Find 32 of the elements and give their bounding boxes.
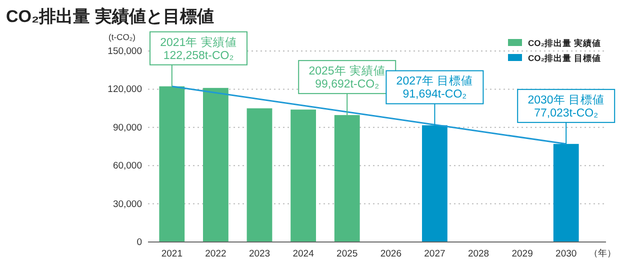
x-tick-label: 2030 [556,248,577,260]
y-axis-title: (t-CO₂) [108,32,136,42]
y-tick-label: 0 [136,237,142,248]
bar [553,144,579,242]
y-tick-label: 60,000 [112,160,142,172]
x-tick-label: 2029 [512,248,533,260]
x-axis-title: （年） [589,248,616,258]
legend-label: CO₂排出量 実績値 [528,38,601,48]
x-tick-label: 2024 [292,248,314,260]
x-tick-label: 2025 [336,248,358,260]
bar [422,125,448,242]
annotation: 2021年 実績値 122,258t-CO₂ [160,34,237,62]
bar [334,115,360,242]
x-tick-label: 2023 [248,248,270,260]
y-tick-label: 30,000 [112,198,142,210]
bar [203,88,228,242]
chart-title: CO₂排出量 実績値と目標値 [6,7,214,26]
x-tick-label: 2026 [380,248,402,260]
bar [290,110,316,242]
legend-label: CO₂排出量 目標値 [528,53,601,63]
x-tick-label: 2028 [468,248,490,260]
bar [246,108,272,242]
x-tick-label: 2021 [161,248,182,260]
annotation: 2025年 実績値 99,692t-CO₂ [308,64,386,91]
annotation: 2027年 目標値 91,694t-CO₂ [396,74,474,101]
x-tick-label: 2022 [205,248,226,260]
y-tick-label: 90,000 [112,122,142,134]
annotation: 2030年 目標値 77,023t-CO₂ [528,93,604,120]
y-tick-label: 150,000 [108,46,142,58]
x-tick-label: 2027 [424,248,446,260]
bar [159,86,185,242]
y-tick-label: 120,000 [108,84,142,96]
